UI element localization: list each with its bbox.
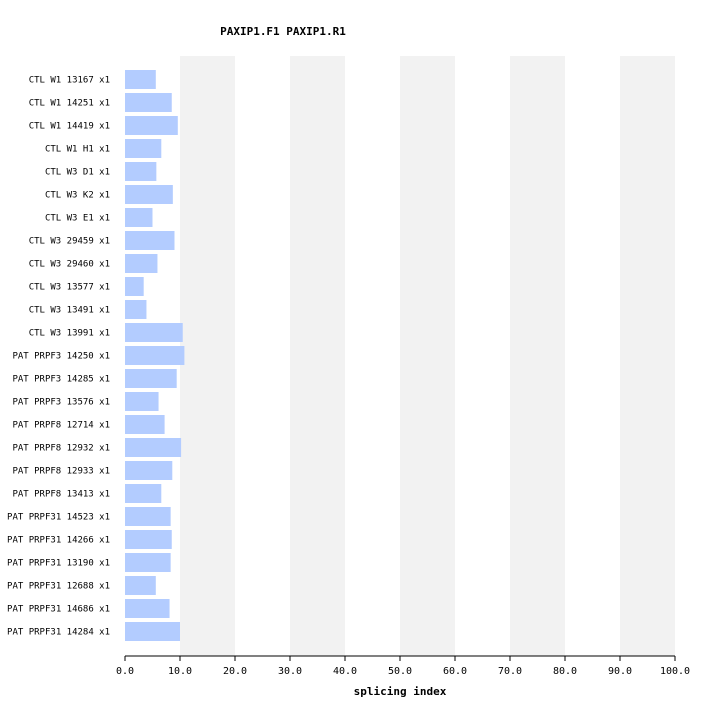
- bar: [125, 277, 144, 296]
- bar: [125, 116, 178, 135]
- bar: [125, 461, 173, 480]
- background-band: [180, 56, 235, 656]
- bar: [125, 599, 170, 618]
- x-axis: 0.0 10.0 20.0 30.0 40.0 50.0 60.0 70.0 80.0 90.0 1…: [116, 655, 690, 677]
- x-tick-label: 10.0: [168, 666, 192, 677]
- category-label: CTL W3 13577 x1: [29, 283, 110, 293]
- bar: [125, 323, 183, 342]
- background-band: [510, 56, 565, 656]
- category-label: PAT PRPF8 12933 x1: [12, 467, 110, 477]
- bar: [125, 185, 173, 204]
- x-tick-label: 60.0: [443, 666, 467, 677]
- x-tick-label: 30.0: [278, 666, 302, 677]
- bar: [125, 507, 171, 526]
- x-tick-label: 20.0: [223, 666, 247, 677]
- category-label: PAT PRPF3 13576 x1: [12, 398, 110, 408]
- category-label: PAT PRPF31 14686 x1: [7, 605, 110, 615]
- bar: [125, 162, 157, 181]
- bar: [125, 622, 180, 641]
- category-label: PAT PRPF8 12714 x1: [12, 421, 110, 431]
- background-band: [620, 56, 675, 656]
- bar: [125, 231, 175, 250]
- bar: [125, 300, 147, 319]
- x-tick-label: 90.0: [608, 666, 632, 677]
- bar: [125, 530, 172, 549]
- background-band: [290, 56, 345, 656]
- bar: [125, 346, 185, 365]
- bar: [125, 392, 159, 411]
- category-label: PAT PRPF31 14266 x1: [7, 536, 110, 546]
- category-label: PAT PRPF8 12932 x1: [12, 444, 110, 454]
- plot-background-bands: [180, 56, 675, 656]
- bar: [125, 93, 172, 112]
- bars-group: [125, 70, 185, 641]
- bar: [125, 70, 156, 89]
- category-label: PAT PRPF31 13190 x1: [7, 559, 110, 569]
- category-label: CTL W3 29460 x1: [29, 260, 110, 270]
- category-label: CTL W1 13167 x1: [29, 76, 110, 86]
- category-label: CTL W3 13491 x1: [29, 306, 110, 316]
- bar: [125, 576, 156, 595]
- bar: [125, 254, 158, 273]
- category-label: CTL W1 14419 x1: [29, 122, 110, 132]
- category-label: CTL W3 K2 x1: [45, 191, 110, 201]
- bar: [125, 484, 162, 503]
- category-label: PAT PRPF31 12688 x1: [7, 582, 110, 592]
- x-tick-label: 100.0: [660, 666, 690, 677]
- bar: [125, 553, 171, 572]
- category-label: PAT PRPF8 13413 x1: [12, 490, 110, 500]
- bar: [125, 369, 177, 388]
- x-tick-label: 0.0: [116, 666, 134, 677]
- x-tick-label: 70.0: [498, 666, 522, 677]
- category-label: CTL W3 13991 x1: [29, 329, 110, 339]
- bar: [125, 415, 165, 434]
- bar: [125, 208, 153, 227]
- x-axis-label: splicing index: [354, 685, 447, 698]
- category-label: PAT PRPF31 14284 x1: [7, 628, 110, 638]
- category-label: PAT PRPF3 14285 x1: [12, 375, 110, 385]
- x-tick-label: 50.0: [388, 666, 412, 677]
- category-label: CTL W3 E1 x1: [45, 214, 110, 224]
- category-labels: CTL W1 13167 x1 CTL W1 14251 x1 CTL W1 144…: [7, 76, 110, 638]
- bar: [125, 139, 162, 158]
- x-tick-label: 80.0: [553, 666, 577, 677]
- chart-title: PAXIP1.F1 PAXIP1.R1: [220, 25, 346, 38]
- category-label: CTL W1 14251 x1: [29, 99, 110, 109]
- category-label: CTL W3 D1 x1: [45, 168, 110, 178]
- category-label: CTL W3 29459 x1: [29, 237, 110, 247]
- category-label: PAT PRPF31 14523 x1: [7, 513, 110, 523]
- x-tick-label: 40.0: [333, 666, 357, 677]
- category-label: CTL W1 H1 x1: [45, 145, 110, 155]
- background-band: [400, 56, 455, 656]
- bar: [125, 438, 182, 457]
- category-label: PAT PRPF3 14250 x1: [12, 352, 110, 362]
